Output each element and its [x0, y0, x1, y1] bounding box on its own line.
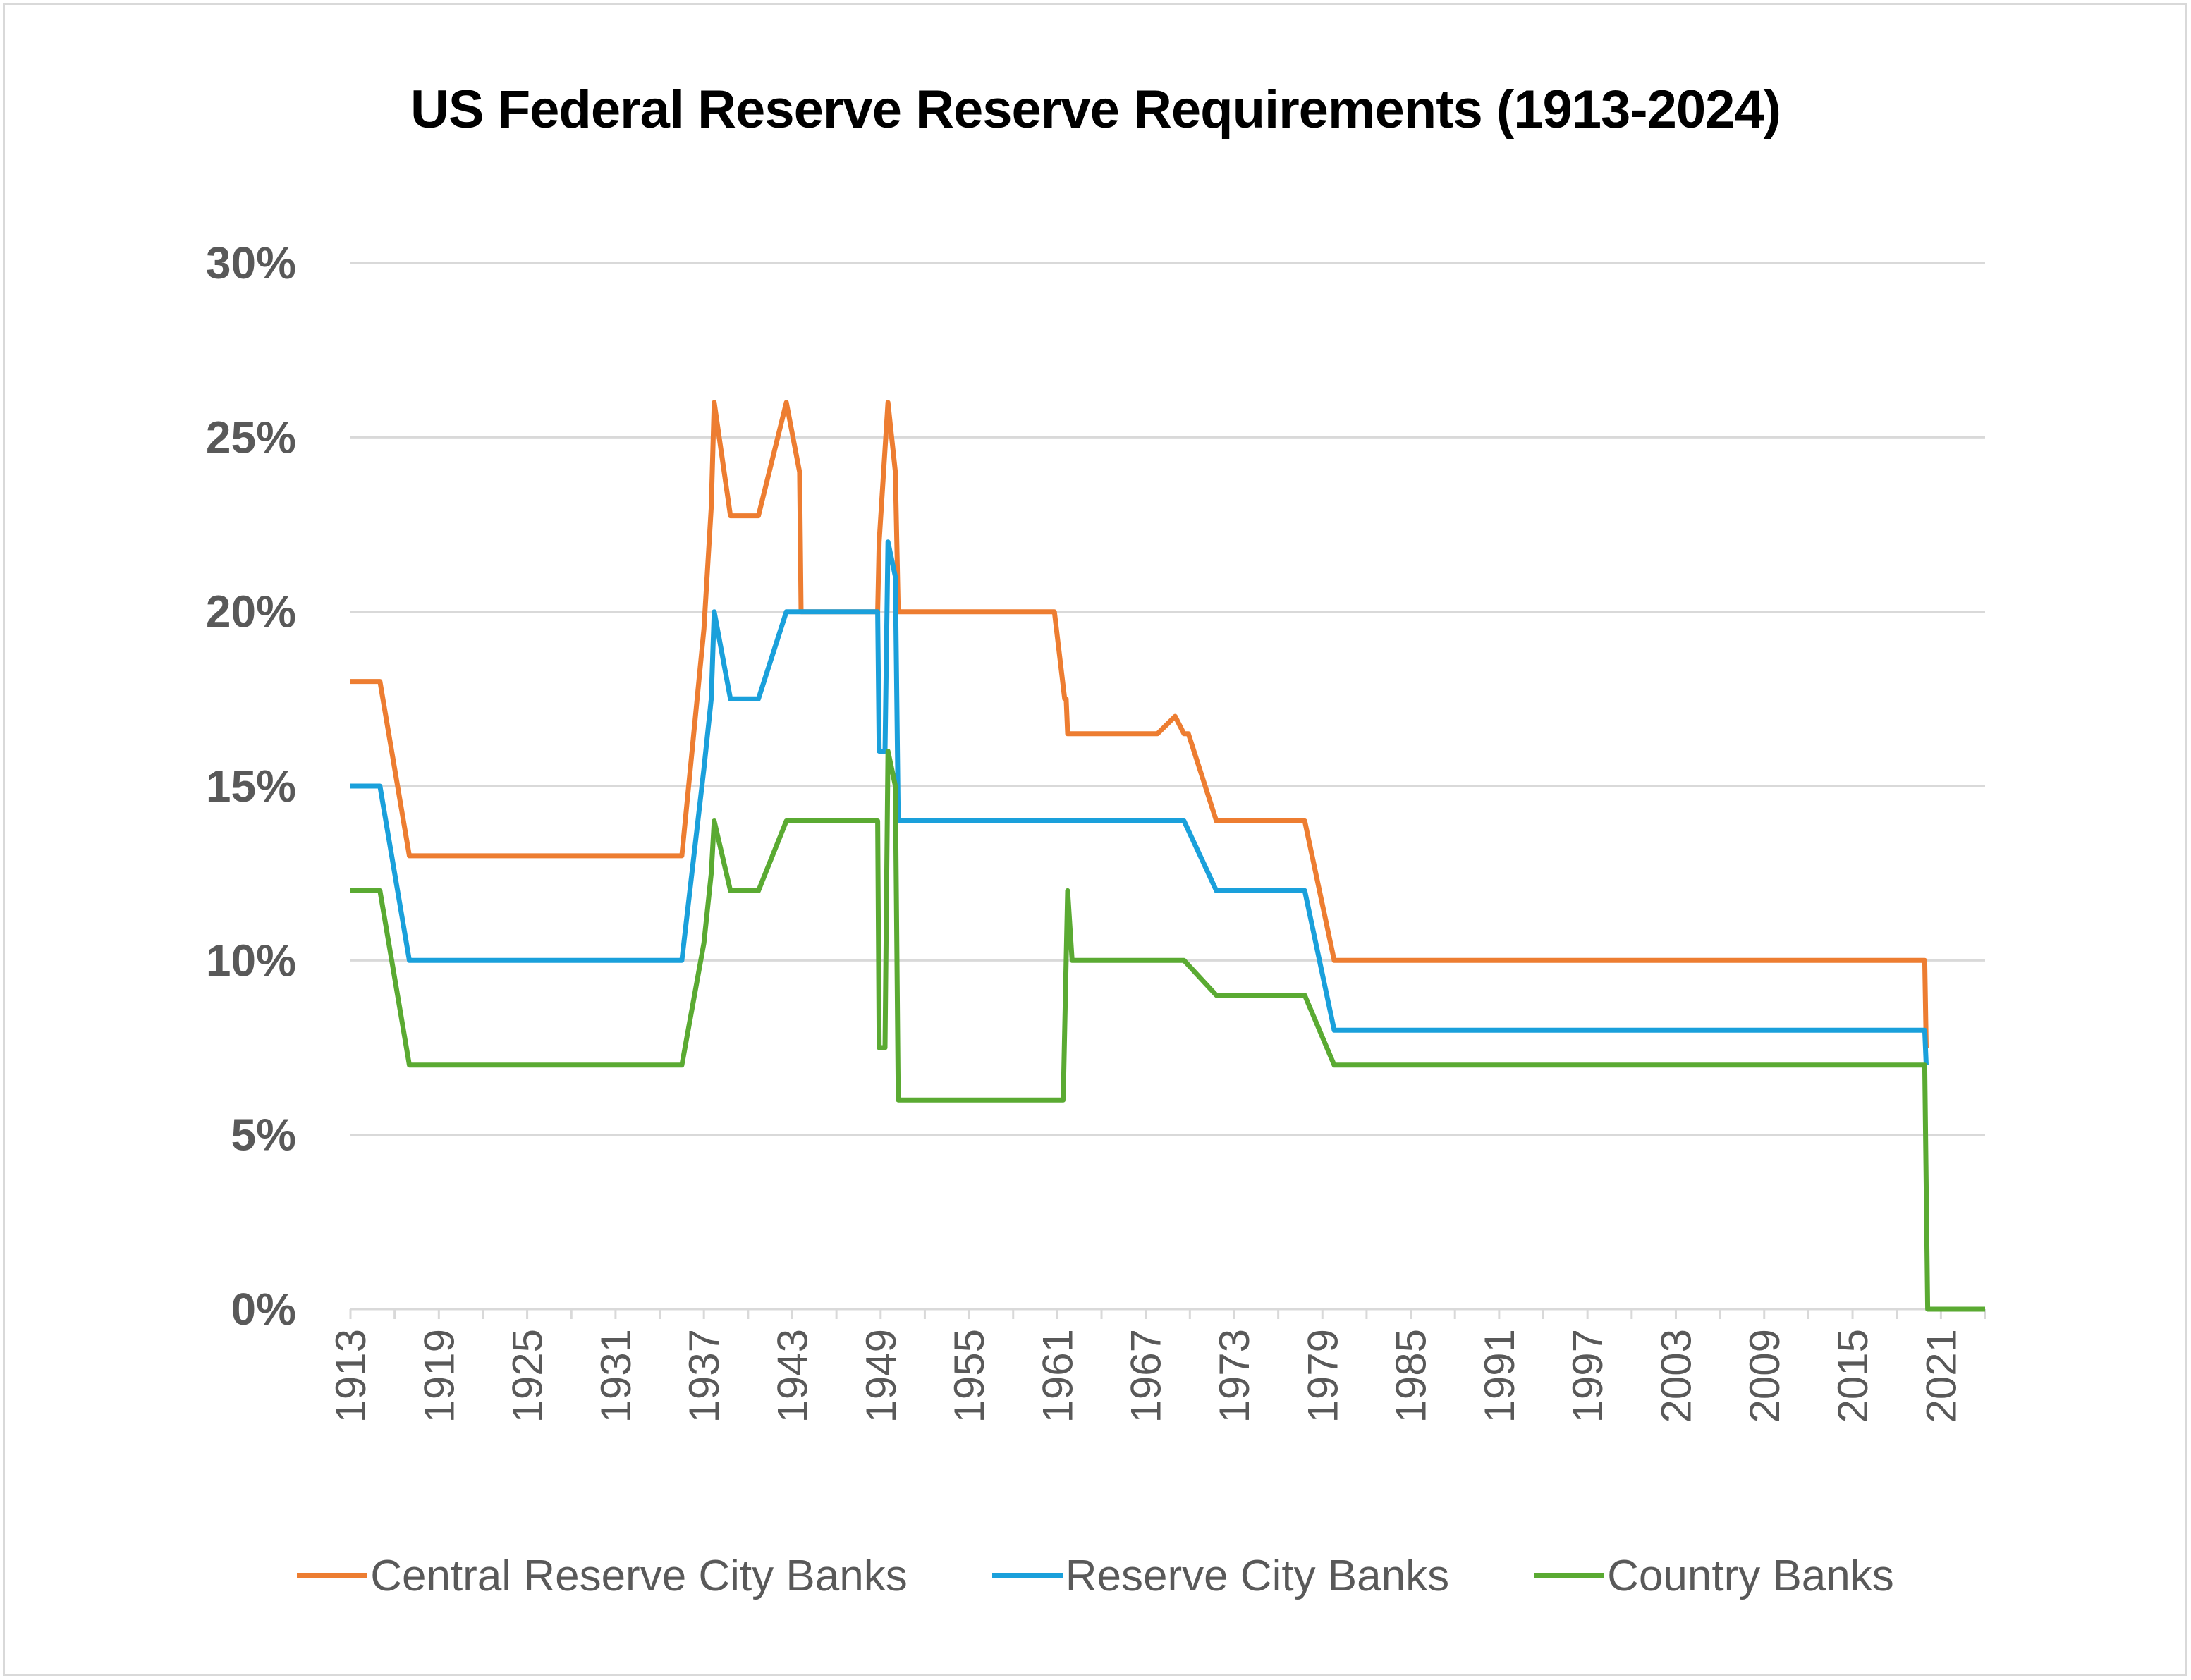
chart-title: US Federal Reserve Reserve Requirements …	[410, 80, 1781, 140]
x-tick-label: 1931	[592, 1329, 640, 1423]
x-tick-label: 2009	[1741, 1329, 1788, 1423]
series-lines	[350, 400, 1985, 1312]
x-tick-label: 1925	[504, 1329, 551, 1423]
x-tick-label: 1919	[415, 1329, 463, 1423]
chart-frame	[3, 3, 2187, 1676]
gridlines	[350, 262, 1985, 1136]
y-tick-label: 15%	[206, 761, 296, 811]
legend-swatch	[991, 1573, 1063, 1578]
x-tick-label: 1949	[858, 1329, 905, 1423]
y-axis-ticks: 0% 5% 10% 15% 20% 25% 30%	[206, 238, 296, 1335]
y-tick-label: 25%	[206, 412, 296, 462]
x-tick-label: 2015	[1829, 1329, 1876, 1423]
x-tick-label: 2003	[1652, 1329, 1699, 1423]
y-tick-label: 5%	[231, 1110, 297, 1160]
x-tick-label: 1997	[1564, 1329, 1611, 1423]
legend-label: Country Banks	[1607, 1551, 1894, 1600]
x-tick-label: 1937	[681, 1329, 728, 1423]
legend-item: Country Banks	[1534, 1551, 1894, 1601]
y-tick-label: 20%	[206, 587, 296, 637]
legend-swatch	[1534, 1573, 1605, 1578]
series-line-central-reserve-city-banks	[350, 400, 1929, 1048]
series-line-reserve-city-banks	[350, 539, 1929, 1065]
legend-label: Reserve City Banks	[1065, 1551, 1450, 1600]
x-tick-label: 1913	[327, 1329, 374, 1423]
x-tick-label: 1973	[1211, 1329, 1258, 1423]
x-tick-label: 1967	[1123, 1329, 1170, 1423]
x-axis: 1913 1919 1925 1931 1937 1943 1949 1955 1961 1967…	[327, 1308, 1986, 1423]
legend: Central Reserve City Banks Reserve City B…	[0, 1551, 2191, 1600]
legend-item: Central Reserve City Banks	[297, 1551, 908, 1601]
x-tick-label: 1985	[1388, 1329, 1435, 1423]
y-tick-label: 10%	[206, 935, 296, 986]
x-tick-label: 1991	[1476, 1329, 1523, 1423]
x-tick-label: 1961	[1034, 1329, 1081, 1423]
x-tick-label: 1943	[769, 1329, 816, 1423]
y-tick-label: 0%	[231, 1284, 297, 1335]
legend-item: Reserve City Banks	[991, 1551, 1450, 1601]
y-tick-label: 30%	[206, 238, 296, 288]
legend-swatch	[297, 1573, 368, 1578]
series-line-country-banks	[350, 749, 1985, 1312]
legend-label: Central Reserve City Banks	[370, 1551, 908, 1600]
x-tick-label: 1955	[946, 1329, 993, 1423]
x-tick-label: 2021	[1917, 1329, 1965, 1423]
x-tick-label: 1979	[1299, 1329, 1346, 1423]
